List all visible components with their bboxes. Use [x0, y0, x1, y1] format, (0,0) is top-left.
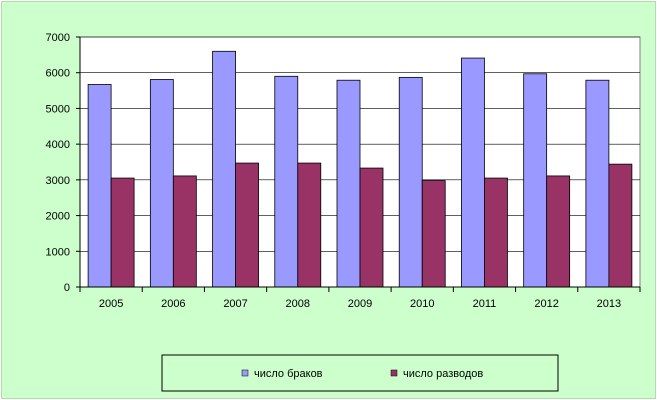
bar-divorces	[297, 162, 322, 288]
x-tick-label: 2010	[410, 298, 434, 310]
y-axis: 0 1000 2000 3000 4000 5000 6000 7000	[46, 32, 81, 294]
bar-divorces	[546, 175, 571, 288]
y-tick-label: 1000	[46, 246, 70, 258]
bar-marriages	[212, 50, 236, 288]
x-tick-label: 2006	[161, 298, 185, 310]
bar-divorces	[110, 177, 135, 288]
x-tick-label: 2011	[473, 298, 497, 310]
x-tick-label: 2009	[348, 298, 372, 310]
bar-marriages	[461, 57, 485, 288]
bar-marriages	[523, 73, 548, 288]
x-tick-label: 2008	[286, 298, 310, 310]
bar-divorces	[421, 180, 446, 288]
bar-marriages	[149, 79, 174, 288]
y-tick-label: 6000	[46, 68, 70, 80]
bar-divorces	[359, 167, 384, 288]
y-tick-label: 0	[64, 282, 70, 294]
y-tick-label: 5000	[46, 103, 70, 115]
y-tick-label: 4000	[46, 139, 70, 151]
y-tick-label: 2000	[46, 211, 70, 223]
x-tick-label: 2012	[534, 298, 558, 310]
x-tick-label: 2013	[597, 298, 621, 310]
y-tick-label: 3000	[46, 175, 70, 187]
x-tick-label: 2007	[223, 298, 247, 310]
legend-swatch-divorces	[390, 369, 398, 377]
legend-label-marriages: число браков	[254, 368, 323, 380]
x-tick-label: 2005	[99, 298, 123, 310]
legend-box	[161, 354, 559, 392]
bar-divorces	[235, 162, 259, 288]
bars	[87, 50, 633, 288]
bar-divorces	[484, 177, 508, 288]
legend-swatch-marriages	[241, 369, 249, 377]
bar-marriages	[274, 75, 299, 288]
bar-marriages	[336, 79, 361, 288]
bar-divorces	[172, 175, 197, 288]
y-tick-label: 7000	[46, 32, 70, 44]
bar-marriages	[398, 76, 423, 288]
bar-divorces	[608, 163, 633, 288]
legend: число браков число разводов	[161, 354, 559, 392]
legend-label-divorces: число разводов	[403, 368, 483, 380]
bar-marriages	[87, 84, 112, 288]
x-axis: 2005 2006 2007 2008 2009 2010 2011 2012 2013	[79, 286, 641, 310]
bar-marriages	[585, 79, 610, 288]
